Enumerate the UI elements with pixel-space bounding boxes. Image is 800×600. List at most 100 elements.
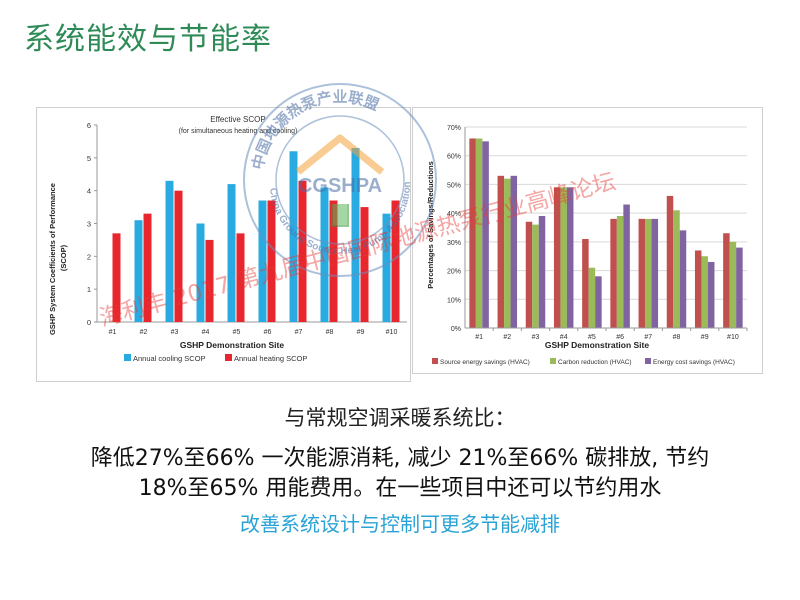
chart2-x-tick-label: #4 <box>560 334 568 341</box>
savings-chart-frame: Percentages of Savings/Reductions 0% 10% 2… <box>412 107 763 374</box>
chart2-y-tick-label: 0% <box>451 326 461 333</box>
carbon-reduction-bar <box>588 267 596 328</box>
chart2-y-tick-label: 70% <box>447 125 461 132</box>
cooling-scop-bar <box>382 213 391 322</box>
chart1-y-tick-label: 3 <box>87 220 91 229</box>
scop-chart: Effective SCOP (for simultaneous heating… <box>48 115 407 363</box>
chart2-x-tick-label: #2 <box>503 334 511 341</box>
comparison-line: 与常规空调采暖系统比： <box>284 406 516 430</box>
chart2-x-tick-label: #5 <box>588 334 596 341</box>
chart2-plot-area: 0% 10% 20% 30% 40% 50% 60% 70% #1 #2 #3 #4 #5 #6 #7 #8 #… <box>447 125 748 341</box>
heating-scop-bar <box>360 207 369 322</box>
legend-label-carbon: Carbon reduction (HVAC) <box>558 359 632 366</box>
energy-cost-savings-bar <box>707 261 715 328</box>
energy-cost-savings-bar <box>538 216 546 328</box>
chart1-subtitle: (for simultaneous heating and cooling) <box>179 128 298 135</box>
legend-label-source-energy: Source energy savings (HVAC) <box>440 359 530 366</box>
carbon-reduction-bar <box>673 210 680 328</box>
chart1-x-tick-label: #8 <box>326 329 334 336</box>
scop-chart-frame: Effective SCOP (for simultaneous heating… <box>36 107 411 382</box>
carbon-reduction-bar <box>616 216 624 328</box>
heating-scop-bar <box>174 190 183 322</box>
heating-scop-bar <box>236 233 245 322</box>
savings-chart: Percentages of Savings/Reductions 0% 10% 2… <box>426 125 748 366</box>
chart1-x-tick-label: #9 <box>357 329 365 336</box>
energy-cost-savings-bar <box>595 276 602 328</box>
heating-scop-bar <box>143 213 152 322</box>
chart2-y-tick-label: 30% <box>447 240 461 247</box>
chart1-y-tick-label: 5 <box>87 154 91 163</box>
chart1-x-tick-label: #3 <box>171 329 179 336</box>
chart1-legend: Annual cooling SCOP Annual heating SCOP <box>124 354 307 363</box>
chart1-x-tick-label: #1 <box>109 329 117 336</box>
call-to-action: 改善系统设计与控制可更多节能减排 <box>240 512 560 536</box>
cooling-scop-bar <box>320 187 329 322</box>
carbon-reduction-bar <box>504 178 511 328</box>
heating-scop-bar <box>329 200 338 322</box>
chart1-y-axis-title-line2: (SCOP) <box>59 244 68 271</box>
chart2-x-tick-label: #7 <box>644 334 652 341</box>
carbon-reduction-bar <box>532 224 539 328</box>
savings-line-2: 18%至65% 用能费用。在一些项目中还可以节约用水 <box>138 476 662 501</box>
chart1-x-tick-label: #2 <box>140 329 148 336</box>
chart2-x-tick-label: #8 <box>673 334 681 341</box>
chart1-y-axis-title: GSHP System Coefficients of Performance … <box>48 181 68 335</box>
chart1-y-axis-title-line1: GSHP System Coefficients of Performance <box>48 183 57 335</box>
legend-label-energy-cost: Energy cost savings (HVAC) <box>653 359 735 366</box>
chart1-x-tick-label: #6 <box>264 329 272 336</box>
chart2-x-tick-label: #6 <box>616 334 624 341</box>
heating-scop-bar <box>112 233 121 322</box>
energy-cost-savings-bar <box>566 187 574 328</box>
cooling-scop-bar <box>134 220 143 322</box>
source-energy-savings-bar <box>638 218 646 328</box>
chart2-x-tick-label: #3 <box>532 334 540 341</box>
legend-swatch-cooling <box>124 354 131 361</box>
chart1-x-tick-label: #4 <box>202 329 210 336</box>
chart2-y-tick-label: 50% <box>447 182 461 189</box>
legend-swatch-energy-cost <box>645 358 651 364</box>
carbon-reduction-bar <box>701 256 708 328</box>
source-energy-savings-bar <box>666 195 674 328</box>
source-energy-savings-bar <box>469 138 476 328</box>
legend-swatch-carbon <box>550 358 556 364</box>
heating-scop-bar <box>267 200 276 322</box>
cooling-scop-bar <box>351 147 360 322</box>
chart2-y-tick-label: 60% <box>447 154 461 161</box>
chart2-y-axis-title: Percentages of Savings/Reductions <box>426 161 435 289</box>
chart2-x-tick-label: #10 <box>727 334 739 341</box>
chart2-y-tick-label: 20% <box>447 269 461 276</box>
chart1-y-tick-label: 6 <box>87 121 91 130</box>
carbon-reduction-bar <box>645 218 652 328</box>
chart2-x-tick-label: #1 <box>475 334 483 341</box>
heating-scop-bar <box>205 239 214 322</box>
energy-cost-savings-bar <box>651 218 659 328</box>
chart2-x-tick-label: #9 <box>701 334 709 341</box>
chart2-y-tick-label: 10% <box>447 297 461 304</box>
energy-cost-savings-bar <box>679 230 687 328</box>
legend-swatch-heating <box>225 354 232 361</box>
carbon-reduction-bar <box>729 241 737 328</box>
source-energy-savings-bar <box>610 218 617 328</box>
energy-cost-savings-bar <box>736 247 743 328</box>
cooling-scop-bar <box>196 223 205 322</box>
legend-swatch-source-energy <box>432 358 438 364</box>
chart1-x-tick-label: #7 <box>295 329 303 336</box>
legend-label-heating: Annual heating SCOP <box>234 354 307 363</box>
chart1-x-tick-label: #5 <box>233 329 241 336</box>
chart2-legend: Source energy savings (HVAC) Carbon redu… <box>432 358 735 366</box>
chart2-x-axis-title: GSHP Demonstration Site <box>545 340 649 350</box>
energy-cost-savings-bar <box>482 141 489 328</box>
source-energy-savings-bar <box>694 250 702 328</box>
source-energy-savings-bar <box>525 221 533 328</box>
source-energy-savings-bar <box>497 175 505 328</box>
chart1-y-tick-label: 0 <box>87 318 91 327</box>
carbon-reduction-bar <box>475 138 483 328</box>
chart2-y-tick-label: 40% <box>447 211 461 218</box>
heating-scop-bar <box>391 200 400 322</box>
cooling-scop-bar <box>165 180 174 322</box>
chart1-y-tick-label: 1 <box>87 285 91 294</box>
cooling-scop-bar <box>227 184 236 322</box>
legend-label-cooling: Annual cooling SCOP <box>133 354 206 363</box>
source-energy-savings-bar <box>582 238 589 328</box>
chart1-title: Effective SCOP <box>210 115 265 124</box>
